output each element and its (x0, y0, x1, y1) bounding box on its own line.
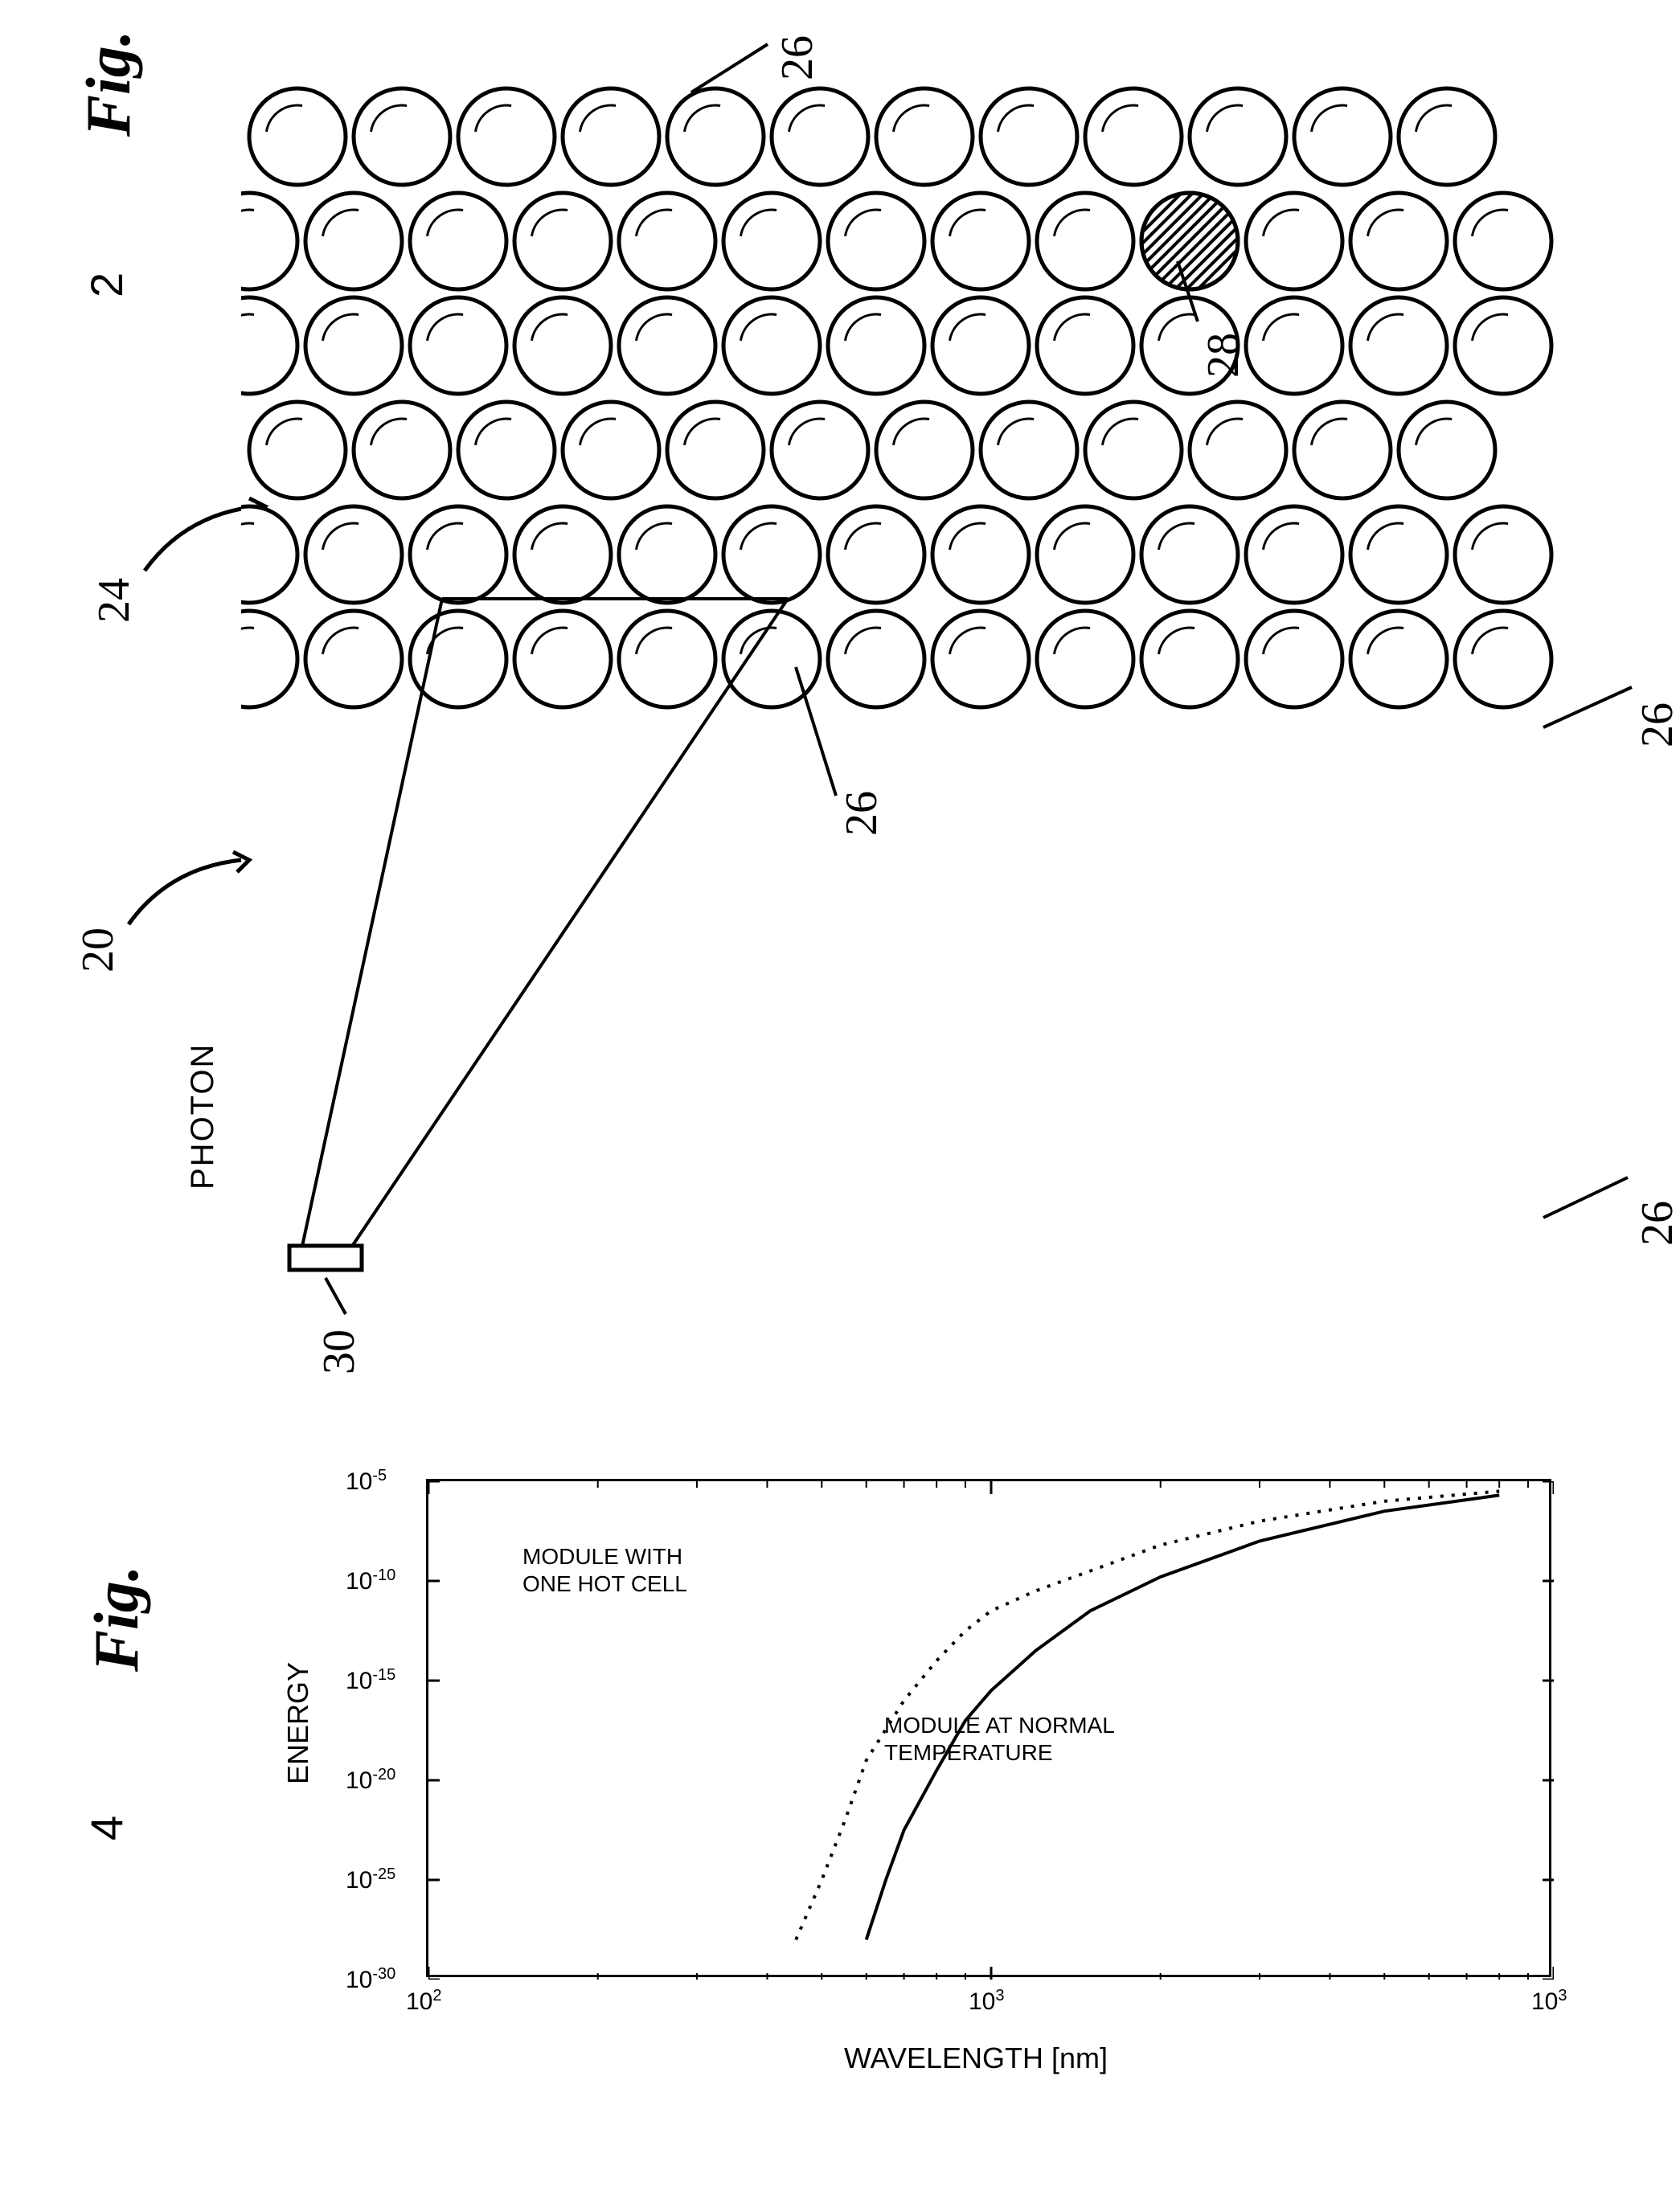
fig2-label-prefix: Fig. (72, 31, 145, 137)
y-axis-label: ENERGY (281, 1662, 315, 1784)
y-tick: 10-5 (346, 1467, 387, 1496)
x-tick: 103 (969, 1987, 1005, 2016)
page-root: Fig. 2 24 26 26 26 26 28 PHO (32, 32, 1648, 2167)
fig2-ref-28: 28 (1198, 333, 1249, 378)
fig2-ref-24: 24 (88, 578, 140, 623)
fig4-region: Fig. 4 ENERGY WAVELENGTH [nm] 10-30 10-25… (32, 1463, 1648, 2146)
fig4-label-prefix: Fig. (80, 1566, 153, 1672)
fig2-ref-30: 30 (313, 1329, 365, 1374)
y-tick: 10-10 (346, 1566, 395, 1595)
leader-26d (1535, 1173, 1640, 1230)
leader-26a (683, 40, 780, 104)
fig2-region: Fig. 2 24 26 26 26 26 28 PHO (32, 32, 1648, 1398)
y-tick: 10-15 (346, 1666, 395, 1695)
y-tick: 10-20 (346, 1766, 395, 1795)
photon-label: PHOTON (185, 1043, 221, 1190)
y-tick: 10-25 (346, 1865, 395, 1894)
series2-label: MODULE AT NORMAL TEMPERATURE (884, 1712, 1115, 1766)
x-axis-label: WAVELENGTH [nm] (844, 2041, 1108, 2075)
arrow-20 (121, 844, 281, 956)
x-tick: 103 (1531, 1987, 1567, 2016)
leader-28 (1174, 257, 1222, 330)
y-tick: 10-30 (346, 1965, 395, 1994)
leader-26b (1535, 683, 1640, 739)
fig2-label-number: 2 (80, 272, 133, 297)
fig2-ref-20: 20 (72, 928, 124, 973)
fig4-label-number: 4 (80, 1816, 133, 1841)
leader-30 (322, 1274, 370, 1322)
series1-label: MODULE WITH ONE HOT CELL (522, 1543, 687, 1597)
x-tick: 102 (406, 1987, 442, 2016)
